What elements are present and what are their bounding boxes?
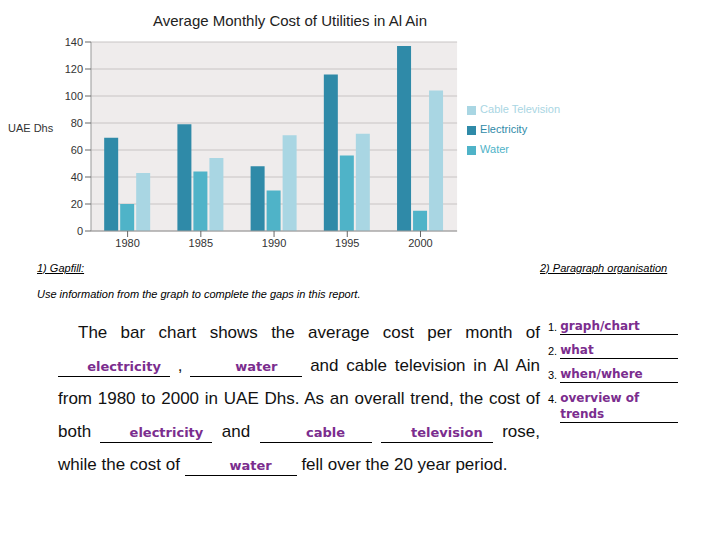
html-text:1) Gapfill:: 1) Gapfill: — [37, 262, 85, 274]
html-text:fell over the 20 year period.: fell over the 20 year period. — [301, 455, 508, 474]
svg-text:1980: 1980 — [115, 237, 139, 249]
svg-text:1995: 1995 — [335, 237, 359, 249]
svg-text:100: 100 — [65, 90, 83, 102]
svg-text:0: 0 — [77, 225, 83, 237]
html-text:rose, while the cost of: rose, while the cost of — [58, 422, 540, 474]
html-text:electricity: electricity — [87, 359, 161, 374]
html-text:2. what: 2. what — [548, 343, 594, 357]
html-text:Electricity: Electricity — [480, 123, 528, 135]
html-text:Use information from the graph: Use information from the graph to comple… — [37, 288, 361, 300]
html-text:television: television — [411, 425, 483, 440]
svg-text:120: 120 — [65, 63, 83, 75]
html-text:cable: cable — [306, 425, 345, 440]
html-text:Cable Television: Cable Television — [480, 103, 560, 115]
html-text:Water: Water — [480, 143, 509, 155]
svg-text:60: 60 — [71, 144, 83, 156]
html-text:water: water — [235, 359, 278, 374]
html-text:UAE Dhs: UAE Dhs — [8, 122, 54, 134]
html-text:and: and — [221, 422, 251, 441]
svg-text:1985: 1985 — [189, 237, 213, 249]
html-text:electricity: electricity — [129, 425, 204, 440]
html-text:1. graph/chart: 1. graph/chart — [548, 319, 640, 333]
html-text:2) Paragraph organisation: 2) Paragraph organisation — [540, 262, 668, 274]
svg-text:1990: 1990 — [262, 237, 286, 249]
svg-text:20: 20 — [71, 198, 83, 210]
html-text:3. when/where: 3. when/where — [548, 367, 643, 381]
svg-text:80: 80 — [71, 117, 83, 129]
html-text:4. overview of trends: 4. overview of trends — [548, 391, 640, 421]
html-text:Average Monthly Cost of Utilit: Average Monthly Cost of Utilities in Al … — [153, 12, 427, 29]
svg-text:140: 140 — [65, 36, 83, 48]
svg-text:2000: 2000 — [408, 237, 432, 249]
html-text:The bar chart shows the averag: The bar chart shows the average cost per… — [78, 323, 540, 342]
svg-text:40: 40 — [71, 171, 83, 183]
html-text:water: water — [229, 458, 272, 473]
html-text:and cable television in Al Ain: and cable television in Al Ain from 1980… — [58, 356, 540, 441]
